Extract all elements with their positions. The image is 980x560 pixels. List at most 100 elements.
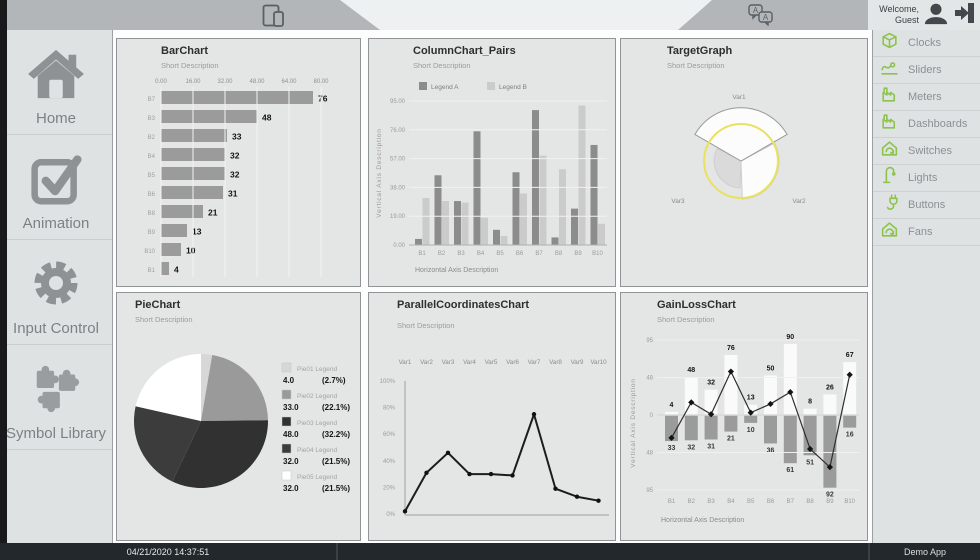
svg-text:B4: B4 <box>727 499 735 505</box>
svg-text:31: 31 <box>707 443 715 450</box>
svg-text:B7: B7 <box>148 97 156 103</box>
translate-icon: A A <box>748 4 774 29</box>
sidebar-item-label: Switches <box>908 145 953 157</box>
svg-text:B3: B3 <box>457 251 465 257</box>
svg-text:B1: B1 <box>668 499 676 505</box>
svg-text:B3: B3 <box>707 499 715 505</box>
welcome-line1: Welcome, <box>879 4 919 15</box>
svg-text:Pie03 Legend: Pie03 Legend <box>297 420 338 427</box>
logout-icon[interactable] <box>953 2 975 29</box>
svg-text:0.00: 0.00 <box>393 243 405 249</box>
svg-text:B10: B10 <box>592 251 603 257</box>
barchart-canvas: B7 76 B3 48 B2 33 B4 32 B5 32 B6 31 B8 21 B9 13 B10 10 B1 4… <box>117 39 360 286</box>
svg-text:57.00: 57.00 <box>390 157 406 163</box>
sidebar-item-home[interactable]: Home <box>0 30 112 135</box>
status-app-name: Demo App <box>868 543 980 560</box>
svg-text:Pie04 Legend: Pie04 Legend <box>297 447 338 454</box>
svg-text:B8: B8 <box>806 499 814 505</box>
lamp-icon <box>880 166 899 190</box>
svg-text:B7: B7 <box>787 499 795 505</box>
svg-text:Var5: Var5 <box>485 359 498 366</box>
svg-text:4: 4 <box>174 265 179 275</box>
sidebar-item-label: Symbol Library <box>5 425 107 442</box>
svg-text:Var1: Var1 <box>399 359 412 366</box>
svg-text:50: 50 <box>767 366 775 373</box>
factory-icon <box>880 85 899 109</box>
svg-text:Var3: Var3 <box>442 359 455 366</box>
language-button[interactable]: A A <box>748 4 774 29</box>
parallelcoordinates-title: ParallelCoordinatesChart <box>397 299 530 311</box>
svg-text:32.0: 32.0 <box>283 457 299 466</box>
devices-button[interactable] <box>262 4 288 28</box>
svg-text:80.00: 80.00 <box>313 79 329 85</box>
welcome-line2: Guest <box>894 15 919 25</box>
svg-text:21: 21 <box>208 208 218 218</box>
svg-text:B8: B8 <box>555 251 563 257</box>
svg-text:4.0: 4.0 <box>283 376 295 385</box>
sidebar-item-input-control[interactable]: Input Control <box>0 240 112 345</box>
svg-text:B8: B8 <box>148 211 156 217</box>
sidebar-item-lights[interactable]: Lights <box>873 165 980 192</box>
sidebar-item-meters[interactable]: Meters <box>873 84 980 111</box>
svg-text:90: 90 <box>786 334 794 341</box>
panel-parallelcoordinates: Var1 Var2 Var3 Var4 Var5 Var6 Var7 Var8 Var9 Var1… <box>368 292 616 541</box>
svg-text:B4: B4 <box>477 251 485 257</box>
svg-text:0.00: 0.00 <box>155 79 167 85</box>
svg-text:95: 95 <box>646 338 653 344</box>
svg-text:100%: 100% <box>380 379 396 385</box>
svg-text:4: 4 <box>670 402 674 409</box>
gear-icon <box>29 256 83 320</box>
gainloss-plot: 4 33 B1 48 32 B2 32 31 B3 76 21 B4 13 10 B5 50 36 B6 90 61 B… <box>630 334 859 524</box>
gainloss-subtitle: Short Description <box>657 315 715 324</box>
sidebar-item-fans[interactable]: Fans <box>873 219 980 246</box>
svg-text:10: 10 <box>186 246 196 256</box>
parallelcoordinates-subtitle: Short Description <box>397 321 455 330</box>
svg-text:76: 76 <box>318 94 328 104</box>
svg-text:Legend B: Legend B <box>499 84 527 91</box>
svg-text:76.00: 76.00 <box>390 128 406 134</box>
svg-text:A: A <box>753 6 759 15</box>
svg-text:36: 36 <box>767 447 775 454</box>
targetgraph-title: TargetGraph <box>667 45 733 57</box>
parallelcoordinates-plot: Var1 Var2 Var3 Var4 Var5 Var6 Var7 Var8 Var9 Var1… <box>380 359 609 518</box>
svg-text:13: 13 <box>747 395 755 402</box>
sidebar-item-label: Animation <box>22 215 90 232</box>
barchart-plot: B7 76 B3 48 B2 33 B4 32 B5 32 B6 31 B8 21 B9 13 B10 10 B1 4… <box>144 79 329 277</box>
svg-text:8: 8 <box>808 399 812 406</box>
left-sidebar: Home Animation Input Control <box>0 30 113 543</box>
svg-text:B10: B10 <box>144 249 155 255</box>
sidebar-item-switches[interactable]: Switches <box>873 138 980 165</box>
svg-text:32: 32 <box>230 151 240 161</box>
barchart-title: BarChart <box>161 45 209 57</box>
sidebar-item-buttons[interactable]: Buttons <box>873 192 980 219</box>
targetgraph-subtitle: Short Description <box>667 61 725 70</box>
svg-text:61: 61 <box>786 467 794 474</box>
user-icon[interactable] <box>924 1 948 30</box>
sidebar-item-animation[interactable]: Animation <box>0 135 112 240</box>
sidebar-item-symbol-library[interactable]: Symbol Library <box>0 345 112 450</box>
svg-text:Var8: Var8 <box>549 359 562 366</box>
svg-text:0: 0 <box>650 413 654 419</box>
sidebar-item-clocks[interactable]: Clocks <box>873 30 980 57</box>
top-bar: A A <box>0 0 980 30</box>
svg-text:(2.7%): (2.7%) <box>322 376 346 385</box>
targetgraph-canvas: Var1 Var2 Var3 <box>621 39 867 286</box>
svg-text:B9: B9 <box>574 251 582 257</box>
sidebar-item-dashboards[interactable]: Dashboards <box>873 111 980 138</box>
sidebar-item-sliders[interactable]: Sliders <box>873 57 980 84</box>
panel-targetgraph: Var1 Var2 Var3 TargetGraph Short Descripti… <box>620 38 868 287</box>
sidebar-item-label: Clocks <box>908 37 942 49</box>
sidebar-item-label: Buttons <box>908 199 946 211</box>
top-bar-tab <box>340 0 712 30</box>
svg-text:32: 32 <box>687 444 695 451</box>
svg-text:Var10: Var10 <box>590 359 607 366</box>
svg-text:B10: B10 <box>844 499 855 505</box>
svg-text:33: 33 <box>668 445 676 452</box>
status-datetime: 04/21/2020 14:37:51 <box>0 543 338 560</box>
svg-text:33.0: 33.0 <box>283 403 299 412</box>
svg-text:95: 95 <box>646 488 653 494</box>
svg-text:Var6: Var6 <box>506 359 519 366</box>
svg-text:92: 92 <box>826 492 834 499</box>
